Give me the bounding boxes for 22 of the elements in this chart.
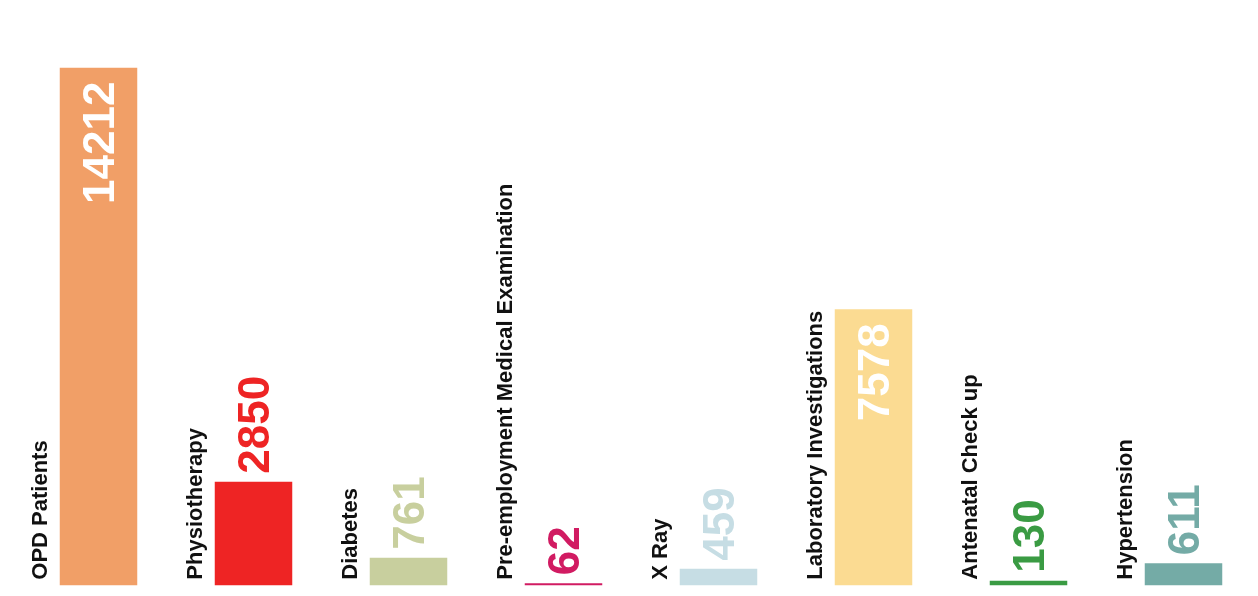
bar	[679, 568, 758, 586]
x-tick-label: OPD Patients	[27, 440, 52, 580]
bar	[369, 557, 448, 586]
x-tick-label: Laboratory Investigations	[802, 310, 827, 580]
bar	[214, 481, 293, 586]
x-tick-label: Physiotherapy	[182, 427, 207, 580]
bar	[834, 309, 913, 586]
bar	[59, 67, 138, 586]
data-label: 14212	[74, 81, 123, 204]
data-label: 761	[384, 476, 433, 550]
data-label: 62	[539, 526, 588, 576]
data-label: 611	[1159, 484, 1208, 556]
data-label: 130	[1004, 499, 1053, 573]
data-label: 7578	[849, 323, 898, 422]
data-label: 2850	[229, 375, 278, 474]
x-tick-label: Pre-employment Medical Examination	[492, 183, 517, 580]
x-tick-label: Hypertension	[1112, 439, 1137, 580]
x-tick-label: Diabetes	[337, 487, 362, 580]
data-label: 459	[694, 487, 743, 561]
x-tick-label: Antenatal Check up	[957, 374, 982, 580]
bar	[1144, 563, 1223, 586]
x-tick-label: X Ray	[647, 517, 672, 580]
